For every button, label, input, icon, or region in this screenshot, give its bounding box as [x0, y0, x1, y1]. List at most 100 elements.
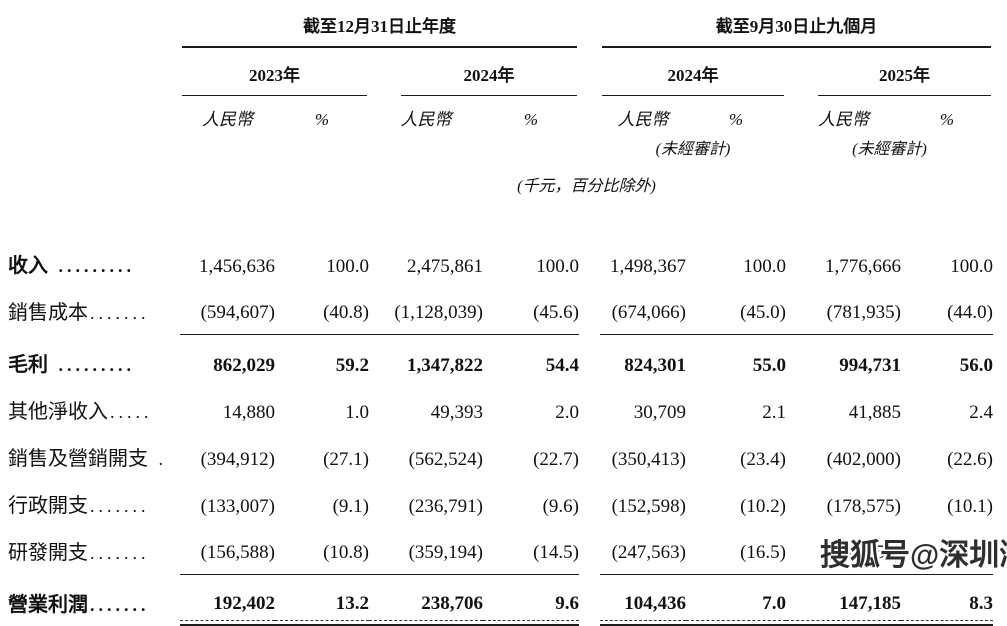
- dot-leader: .....: [110, 402, 153, 422]
- cell-value: (22.7): [533, 449, 579, 470]
- unit-note-row: (千元，百分比除外): [8, 159, 993, 196]
- cell-value: (594,607): [180, 287, 275, 335]
- cell-value: (44.0): [901, 287, 993, 335]
- row-label-text: 收入: [8, 255, 48, 277]
- cell-value: 49,393: [430, 402, 483, 423]
- cell-value: 14,880: [222, 402, 275, 423]
- currency-header-rmb: 人民幣: [202, 110, 253, 129]
- unaudited-note-2024: (未經審計): [655, 141, 731, 158]
- cell-value: 2.1: [762, 402, 786, 423]
- cell-value: 104,436: [600, 574, 686, 626]
- percent-header: %: [314, 110, 330, 129]
- percent-header: %: [939, 110, 955, 129]
- dot-leader: .........: [50, 355, 135, 375]
- dot-leader: .........: [50, 256, 135, 276]
- cell-value: 59.2: [335, 355, 369, 376]
- cell-value: (10.8): [275, 527, 369, 575]
- cell-value: (350,413): [611, 449, 686, 470]
- double-rule: 104,436: [600, 593, 686, 626]
- cell-value: 100.0: [743, 256, 786, 277]
- year-header-row: 2023年 2024年 2024年 2025年: [8, 48, 993, 96]
- table-row: 銷售及營銷開支 . (394,912) (27.1) (562,524) (22.7) (…: [8, 433, 993, 480]
- row-label: 銷售及營銷開支 .: [8, 433, 180, 480]
- cell-value: (402,000): [826, 449, 901, 470]
- cell-value: (45.0): [686, 287, 786, 335]
- table-row: 銷售成本....... (594,607) (40.8) (1,128,039) (45…: [8, 287, 993, 335]
- cell-value: (178,575): [826, 496, 901, 517]
- cell-value: (16.5): [686, 527, 786, 575]
- table-row: 行政開支....... (133,007) (9.1) (236,791) (9.6) (…: [8, 480, 993, 527]
- row-label-text: 其他淨收入: [8, 401, 108, 423]
- row-label-text: 研發開支: [8, 542, 88, 564]
- dot-leader: .......: [90, 303, 150, 323]
- cell-value: 824,301: [624, 355, 686, 376]
- row-label: 其他淨收入.....: [8, 386, 180, 433]
- column-gap: [579, 96, 600, 132]
- column-gap: [579, 480, 600, 527]
- row-label-text: 行政開支: [8, 495, 88, 517]
- percent-header: %: [728, 110, 744, 129]
- cell-value: 100.0: [326, 256, 369, 277]
- cell-value: 2.0: [555, 402, 579, 423]
- cell-value: 147,185: [786, 574, 901, 626]
- row-label-text: 銷售成本: [8, 302, 88, 324]
- cell-value: (152,598): [611, 496, 686, 517]
- row-label: 收入 .........: [8, 240, 180, 287]
- cell-value: (40.8): [275, 287, 369, 335]
- cell-value: (1,128,039): [369, 287, 483, 335]
- currency-header-row: 人民幣 % 人民幣 % 人民幣 % 人民幣 %: [8, 96, 993, 132]
- cell-value: 100.0: [950, 256, 993, 277]
- column-gap: [579, 240, 600, 287]
- percent-header: %: [523, 110, 539, 129]
- period-header-nine-months: 截至9月30日止九個月: [602, 6, 991, 48]
- row-label: 研發開支.......: [8, 527, 180, 574]
- column-gap: [579, 6, 600, 48]
- cell-value: 9.6: [483, 574, 579, 626]
- column-gap: [579, 433, 600, 480]
- double-rule: 8.3: [901, 593, 993, 626]
- spacer-row: [8, 196, 993, 240]
- cell-value: (14.5): [483, 527, 579, 575]
- cell-value: 1.0: [345, 402, 369, 423]
- table-row: 毛利 ......... 862,029 59.2 1,347,822 54.4 824,…: [8, 334, 993, 386]
- watermark: 搜狐号@深圳湾: [820, 539, 1007, 572]
- year-header-2024-9m: 2024年: [602, 48, 784, 96]
- cell-value: (9.6): [542, 496, 579, 517]
- cell-value: 41,885: [848, 402, 901, 423]
- unit-note: (千元，百分比除外): [517, 178, 656, 195]
- double-rule: 192,402: [180, 593, 275, 626]
- cell-value: 1,498,367: [610, 256, 686, 277]
- cell-value: (562,524): [408, 449, 483, 470]
- dot-leader: .......: [90, 496, 150, 516]
- dot-leader: .......: [90, 595, 150, 615]
- cell-value: 1,347,822: [407, 355, 483, 376]
- period-header-annual: 截至12月31日止年度: [182, 6, 577, 48]
- year-header-2024: 2024年: [401, 48, 577, 96]
- column-gap: [579, 287, 600, 334]
- cell-value: 1,776,666: [825, 256, 901, 277]
- cell-value: 56.0: [959, 355, 993, 376]
- cell-value: 8.3: [901, 574, 993, 626]
- column-gap: [579, 527, 600, 574]
- column-gap: [579, 48, 600, 96]
- column-gap: [579, 132, 600, 159]
- row-label: 營業利潤.......: [8, 574, 180, 626]
- cell-value: (45.6): [483, 287, 579, 335]
- column-gap: [579, 334, 600, 386]
- cell-value: (247,563): [600, 527, 686, 575]
- currency-header-rmb: 人民幣: [617, 110, 669, 129]
- cell-value: (236,791): [408, 496, 483, 517]
- period-header-row: 截至12月31日止年度 截至9月30日止九個月: [8, 6, 993, 48]
- column-gap: [579, 574, 600, 626]
- cell-value: (22.6): [947, 449, 993, 470]
- cell-value: (133,007): [200, 496, 275, 517]
- unaudited-note-row: (未經審計) (未經審計): [8, 132, 993, 159]
- table-row: 研發開支....... (156,588) (10.8) (359,194) (14.5…: [8, 527, 993, 575]
- table-row: 其他淨收入..... 14,880 1.0 49,393 2.0 30,709 2.1 41,…: [8, 386, 993, 433]
- cell-value: 2,475,861: [407, 256, 483, 277]
- cell-value: (17.4): [901, 527, 993, 575]
- double-rule: 7.0: [686, 593, 786, 626]
- row-label-text: 毛利: [8, 354, 48, 376]
- row-label: 毛利 .........: [8, 334, 180, 386]
- cell-value: 862,029: [213, 355, 275, 376]
